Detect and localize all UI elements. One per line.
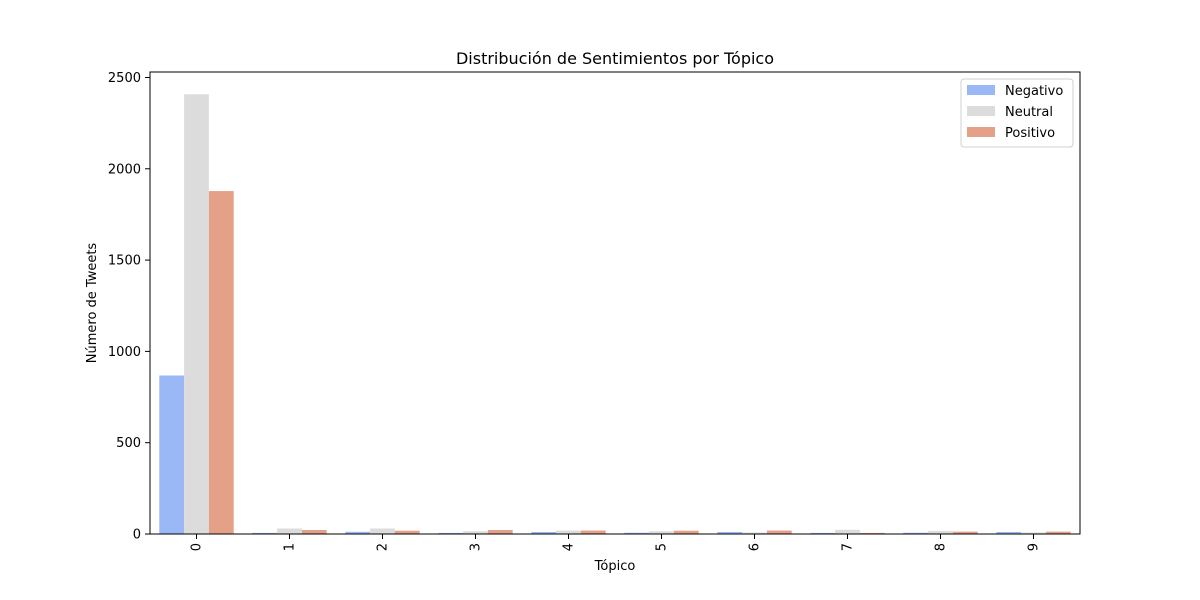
bar-neutral-topic-6 bbox=[742, 532, 767, 534]
bar-positivo-topic-9 bbox=[1045, 531, 1071, 534]
bar-negativo-topic-5 bbox=[624, 532, 650, 534]
bar-negativo-topic-8 bbox=[903, 532, 929, 534]
bar-positivo-topic-4 bbox=[580, 530, 606, 534]
bar-neutral-topic-9 bbox=[1021, 532, 1046, 534]
x-tick-label: 1 bbox=[283, 543, 298, 551]
bar-positivo-topic-2 bbox=[394, 530, 420, 534]
bar-negativo-topic-7 bbox=[810, 532, 836, 534]
bar-negativo-topic-2 bbox=[345, 531, 371, 534]
bar-negativo-topic-3 bbox=[438, 532, 464, 534]
x-tick-label: 3 bbox=[469, 543, 484, 551]
x-tick-label: 9 bbox=[1027, 543, 1042, 551]
bar-negativo-topic-4 bbox=[531, 531, 557, 534]
y-tick-label: 1000 bbox=[108, 345, 141, 360]
bar-neutral-topic-8 bbox=[928, 530, 953, 534]
x-tick-label: 6 bbox=[748, 543, 763, 551]
plot-frame bbox=[149, 71, 1081, 535]
bar-positivo-topic-1 bbox=[301, 529, 327, 534]
x-tick-label: 8 bbox=[934, 543, 949, 551]
legend-swatch-positivo bbox=[967, 127, 995, 137]
bar-positivo-topic-0 bbox=[208, 191, 234, 535]
bar-positivo-topic-7 bbox=[859, 532, 885, 534]
legend-swatch-negativo bbox=[967, 85, 995, 95]
legend-label-neutral: Neutral bbox=[1005, 105, 1053, 120]
bar-positivo-topic-8 bbox=[952, 531, 978, 534]
bar-positivo-topic-3 bbox=[487, 529, 513, 534]
bar-negativo-topic-1 bbox=[252, 532, 278, 534]
bar-negativo-topic-9 bbox=[996, 531, 1022, 534]
bar-neutral-topic-1 bbox=[277, 528, 302, 534]
y-axis-label: Número de Tweets bbox=[85, 243, 100, 364]
legend-swatch-neutral bbox=[967, 106, 995, 116]
legend-label-positivo: Positivo bbox=[1005, 126, 1055, 141]
y-tick-label: 2000 bbox=[108, 162, 141, 177]
x-tick-label: 7 bbox=[841, 543, 856, 551]
chart-title: Distribución de Sentimientos por Tópico bbox=[456, 49, 774, 68]
bar-neutral-topic-2 bbox=[370, 528, 395, 534]
x-tick-label: 4 bbox=[562, 543, 577, 551]
bar-neutral-topic-4 bbox=[556, 530, 581, 534]
bar-positivo-topic-6 bbox=[766, 530, 792, 534]
bar-negativo-topic-6 bbox=[717, 531, 743, 534]
x-axis-label: Tópico bbox=[594, 559, 636, 574]
y-tick-label: 0 bbox=[133, 528, 141, 543]
x-tick-label: 0 bbox=[190, 543, 205, 551]
y-tick-label: 1500 bbox=[108, 254, 141, 269]
y-axis-ticks: 0 500 1000 1500 2000 2500 bbox=[108, 71, 150, 543]
y-tick-label: 500 bbox=[116, 436, 141, 451]
bars-group bbox=[159, 94, 1071, 535]
x-tick-label: 2 bbox=[376, 543, 391, 551]
x-axis-ticks: 0 1 2 3 4 5 6 7 8 9 bbox=[190, 534, 1042, 551]
bar-positivo-topic-5 bbox=[673, 530, 699, 534]
bar-negativo-topic-0 bbox=[159, 375, 185, 534]
bar-neutral-topic-0 bbox=[184, 94, 209, 534]
legend-label-negativo: Negativo bbox=[1005, 84, 1063, 99]
bar-neutral-topic-7 bbox=[835, 529, 860, 534]
bar-neutral-topic-5 bbox=[649, 531, 674, 534]
y-tick-label: 2500 bbox=[108, 71, 141, 86]
x-tick-label: 5 bbox=[655, 543, 670, 551]
bar-neutral-topic-3 bbox=[463, 531, 488, 534]
legend: Negativo Neutral Positivo bbox=[960, 78, 1074, 148]
